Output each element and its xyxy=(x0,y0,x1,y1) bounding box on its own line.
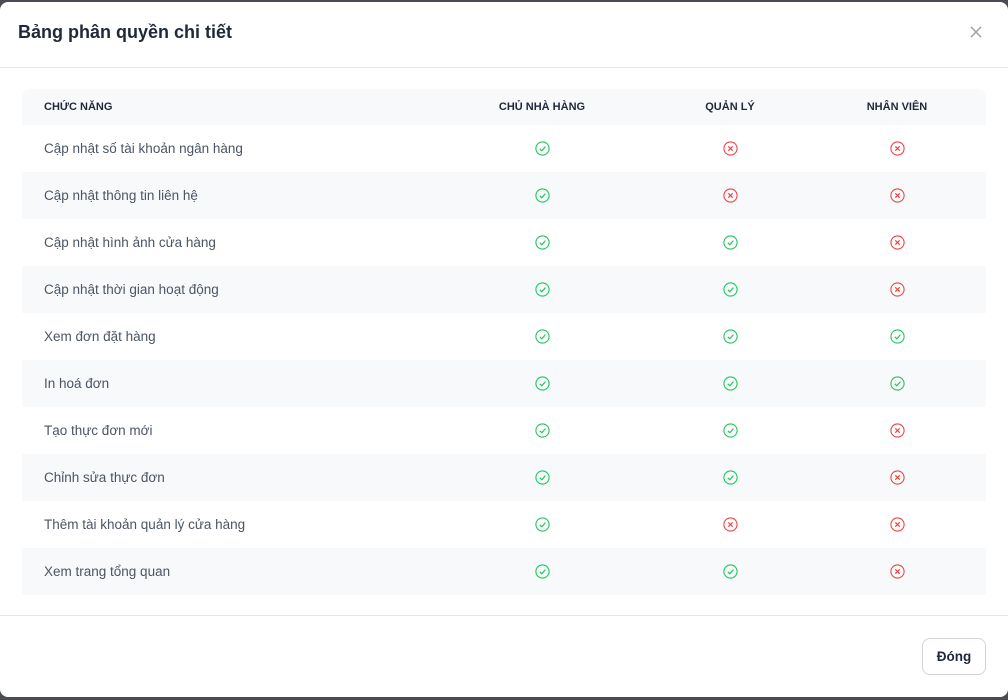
check-circle-icon xyxy=(722,329,738,344)
permission-cell xyxy=(442,516,642,534)
x-circle-icon xyxy=(722,188,738,203)
dialog-header: Bảng phân quyền chi tiết xyxy=(0,2,1008,68)
table-row: Xem đơn đặt hàng xyxy=(22,313,986,360)
check-circle-icon xyxy=(722,423,738,438)
permission-cell xyxy=(818,422,976,440)
feature-name: Thêm tài khoản quản lý cửa hàng xyxy=(44,517,246,532)
table-row: Tạo thực đơn mới xyxy=(22,407,986,454)
permission-cell xyxy=(642,469,818,487)
feature-name: Xem trang tổng quan xyxy=(44,564,171,579)
header-staff: NHÂN VIÊN xyxy=(866,101,928,113)
feature-name: Chỉnh sửa thực đơn xyxy=(44,470,165,485)
dialog-footer: Đóng xyxy=(0,615,1008,697)
permission-cell xyxy=(442,140,642,158)
feature-name: Cập nhật thời gian hoạt động xyxy=(44,282,219,297)
permission-cell xyxy=(442,234,642,252)
x-circle-icon xyxy=(889,517,905,532)
table-header: CHỨC NĂNG CHỦ NHÀ HÀNG QUẢN LÝ NHÂN VIÊN xyxy=(22,89,986,125)
permission-cell xyxy=(818,140,976,158)
check-circle-icon xyxy=(534,141,550,156)
check-circle-icon xyxy=(722,235,738,250)
feature-name: Cập nhật thông tin liên hệ xyxy=(44,188,198,203)
check-circle-icon xyxy=(534,329,550,344)
x-circle-icon xyxy=(889,470,905,485)
permission-cell xyxy=(642,187,818,205)
x-circle-icon xyxy=(889,564,905,579)
permission-cell xyxy=(642,234,818,252)
permission-cell xyxy=(642,563,818,581)
close-icon[interactable] xyxy=(968,24,984,40)
permission-cell xyxy=(818,328,976,346)
table-row: Thêm tài khoản quản lý cửa hàng xyxy=(22,501,986,548)
permission-cell xyxy=(442,187,642,205)
permission-cell xyxy=(642,328,818,346)
permission-cell xyxy=(642,140,818,158)
permission-cell xyxy=(442,563,642,581)
permission-cell xyxy=(442,375,642,393)
permission-cell xyxy=(442,281,642,299)
header-feature: CHỨC NĂNG xyxy=(44,101,113,113)
permission-cell xyxy=(442,328,642,346)
table-row: Cập nhật số tài khoản ngân hàng xyxy=(22,125,986,172)
permission-cell xyxy=(818,281,976,299)
check-circle-icon xyxy=(722,470,738,485)
permission-table: CHỨC NĂNG CHỦ NHÀ HÀNG QUẢN LÝ NHÂN VIÊN… xyxy=(22,89,986,595)
permission-cell xyxy=(818,469,976,487)
check-circle-icon xyxy=(534,517,550,532)
permission-cell xyxy=(818,375,976,393)
permission-cell xyxy=(818,234,976,252)
dialog-title: Bảng phân quyền chi tiết xyxy=(18,22,233,42)
permission-cell xyxy=(642,281,818,299)
close-button[interactable]: Đóng xyxy=(922,638,986,675)
x-circle-icon xyxy=(722,517,738,532)
table-row: In hoá đơn xyxy=(22,360,986,407)
check-circle-icon xyxy=(889,376,905,391)
permission-cell xyxy=(818,516,976,534)
permission-cell xyxy=(442,422,642,440)
check-circle-icon xyxy=(534,282,550,297)
check-circle-icon xyxy=(889,329,905,344)
permission-cell xyxy=(442,469,642,487)
feature-name: In hoá đơn xyxy=(44,376,110,391)
check-circle-icon xyxy=(534,376,550,391)
table-row: Cập nhật hình ảnh cửa hàng xyxy=(22,219,986,266)
header-manager: QUẢN LÝ xyxy=(705,101,755,113)
x-circle-icon xyxy=(889,282,905,297)
table-row: Cập nhật thời gian hoạt động xyxy=(22,266,986,313)
table-row: Chỉnh sửa thực đơn xyxy=(22,454,986,501)
feature-name: Cập nhật số tài khoản ngân hàng xyxy=(44,141,243,156)
permission-cell xyxy=(642,516,818,534)
check-circle-icon xyxy=(722,564,738,579)
check-circle-icon xyxy=(534,564,550,579)
header-owner: CHỦ NHÀ HÀNG xyxy=(498,101,586,113)
feature-name: Tạo thực đơn mới xyxy=(44,423,153,438)
table-row: Xem trang tổng quan xyxy=(22,548,986,595)
feature-name: Xem đơn đặt hàng xyxy=(44,329,156,344)
check-circle-icon xyxy=(722,282,738,297)
table-row: Cập nhật thông tin liên hệ xyxy=(22,172,986,219)
check-circle-icon xyxy=(534,470,550,485)
check-circle-icon xyxy=(534,188,550,203)
check-circle-icon xyxy=(534,235,550,250)
check-circle-icon xyxy=(722,376,738,391)
x-circle-icon xyxy=(889,235,905,250)
check-circle-icon xyxy=(534,423,550,438)
x-circle-icon xyxy=(889,141,905,156)
x-circle-icon xyxy=(889,188,905,203)
feature-name: Cập nhật hình ảnh cửa hàng xyxy=(44,235,216,250)
permission-cell xyxy=(642,422,818,440)
permission-cell xyxy=(818,187,976,205)
permission-cell xyxy=(642,375,818,393)
x-circle-icon xyxy=(889,423,905,438)
permission-cell xyxy=(818,563,976,581)
x-circle-icon xyxy=(722,141,738,156)
